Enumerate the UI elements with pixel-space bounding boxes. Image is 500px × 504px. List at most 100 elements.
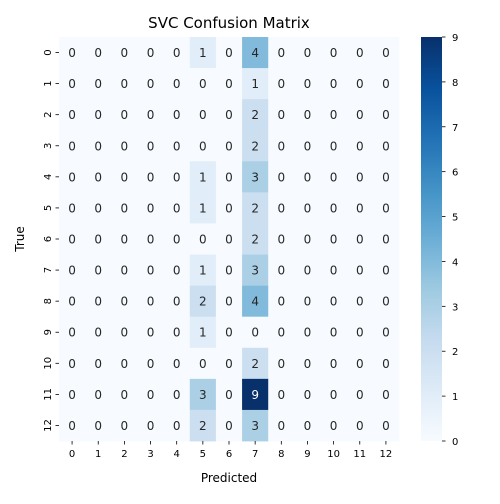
cell-value-label: 0 bbox=[173, 46, 181, 60]
y-tick-label: 2 bbox=[43, 112, 54, 118]
cell-value-label: 0 bbox=[304, 170, 312, 184]
heatmap-cell bbox=[268, 223, 295, 255]
heatmap-cell bbox=[85, 409, 112, 442]
cell-value-label: 0 bbox=[277, 233, 285, 247]
heatmap-cell bbox=[294, 37, 321, 69]
chart-title: SVC Confusion Matrix bbox=[148, 14, 310, 32]
heatmap-cell bbox=[320, 347, 348, 380]
heatmap-cell bbox=[137, 223, 165, 255]
cell-value-label: 0 bbox=[304, 201, 312, 215]
heatmap-cell bbox=[215, 68, 243, 100]
heatmap-cell bbox=[372, 68, 400, 100]
cell-value-label: 1 bbox=[199, 264, 207, 278]
heatmap-cell bbox=[59, 254, 86, 287]
heatmap-cell bbox=[294, 316, 321, 349]
cell-value-label: 0 bbox=[173, 77, 181, 91]
cell-value-label: 0 bbox=[147, 388, 155, 402]
cell-value-label: 0 bbox=[225, 264, 233, 278]
heatmap-cell bbox=[268, 285, 295, 318]
cell-value-label: 0 bbox=[356, 139, 364, 153]
cell-value-label: 0 bbox=[68, 233, 76, 247]
cell-value-label: 0 bbox=[121, 139, 129, 153]
heatmap-cell bbox=[85, 68, 112, 100]
cell-value-label: 0 bbox=[94, 388, 102, 402]
heatmap-cell bbox=[189, 37, 217, 69]
heatmap-cell bbox=[268, 347, 295, 380]
cell-value-label: 9 bbox=[251, 388, 259, 402]
heatmap-cell bbox=[189, 130, 217, 162]
heatmap-cell bbox=[242, 409, 269, 442]
cell-value-label: 2 bbox=[199, 419, 207, 433]
heatmap-cell bbox=[242, 192, 269, 224]
heatmap-cell bbox=[85, 285, 112, 318]
cell-value-label: 0 bbox=[94, 201, 102, 215]
y-tick-label: 12 bbox=[43, 419, 54, 432]
heatmap-cell bbox=[346, 192, 374, 224]
heatmap-cell bbox=[294, 68, 321, 100]
heatmap-cell bbox=[189, 68, 217, 100]
heatmap-cell bbox=[346, 347, 374, 380]
cell-value-label: 0 bbox=[121, 419, 129, 433]
cell-value-label: 0 bbox=[173, 233, 181, 247]
colorbar-tick-label: 7 bbox=[452, 123, 458, 134]
cell-value-label: 3 bbox=[251, 419, 259, 433]
heatmap-cell bbox=[59, 68, 86, 100]
heatmap-cell bbox=[242, 378, 269, 411]
cell-value-label: 0 bbox=[382, 139, 390, 153]
cell-value-label: 0 bbox=[94, 77, 102, 91]
y-tick-label: 10 bbox=[43, 357, 54, 370]
cell-value-label: 1 bbox=[199, 326, 207, 340]
cell-value-label: 0 bbox=[94, 295, 102, 309]
cell-value-label: 0 bbox=[94, 233, 102, 247]
cell-value-label: 0 bbox=[356, 388, 364, 402]
cell-value-label: 0 bbox=[277, 264, 285, 278]
cell-value-label: 0 bbox=[68, 77, 76, 91]
y-tick-label: 7 bbox=[43, 267, 54, 273]
y-tick-label: 4 bbox=[43, 174, 54, 180]
heatmap-cell bbox=[346, 99, 374, 131]
heatmap-cell bbox=[346, 161, 374, 193]
heatmap-cell bbox=[320, 316, 348, 349]
x-tick-label: 6 bbox=[226, 449, 232, 460]
cell-value-label: 0 bbox=[147, 170, 155, 184]
heatmap-cell bbox=[268, 130, 295, 162]
cell-value-label: 0 bbox=[94, 419, 102, 433]
heatmap-cell bbox=[242, 223, 269, 255]
x-tick-label: 4 bbox=[174, 449, 180, 460]
cell-value-label: 2 bbox=[251, 139, 259, 153]
heatmap-cell bbox=[59, 378, 86, 411]
cell-value-label: 0 bbox=[68, 46, 76, 60]
cell-value-label: 0 bbox=[147, 233, 155, 247]
heatmap-cell bbox=[85, 223, 112, 255]
x-tick-label: 11 bbox=[353, 449, 366, 460]
cell-value-label: 0 bbox=[330, 170, 338, 184]
cell-value-label: 0 bbox=[173, 264, 181, 278]
cell-value-label: 0 bbox=[382, 419, 390, 433]
heatmap-cell bbox=[242, 285, 269, 318]
heatmap-cell bbox=[294, 99, 321, 131]
heatmap-cell bbox=[111, 161, 138, 193]
cell-value-label: 0 bbox=[330, 46, 338, 60]
heatmap-cell bbox=[85, 347, 112, 380]
cell-value-label: 0 bbox=[277, 295, 285, 309]
heatmap-cell bbox=[268, 378, 295, 411]
cell-value-label: 0 bbox=[225, 170, 233, 184]
heatmap-cell bbox=[268, 316, 295, 349]
heatmap-cell bbox=[372, 316, 400, 349]
x-tick-label: 7 bbox=[252, 449, 258, 460]
cell-value-label: 1 bbox=[199, 201, 207, 215]
cell-value-label: 0 bbox=[277, 170, 285, 184]
cell-value-label: 0 bbox=[330, 326, 338, 340]
heatmap-cell bbox=[215, 316, 243, 349]
heatmap-cell bbox=[189, 99, 217, 131]
cell-value-label: 0 bbox=[199, 139, 207, 153]
heatmap-cell bbox=[346, 223, 374, 255]
heatmap-cell bbox=[294, 130, 321, 162]
cell-value-label: 0 bbox=[304, 388, 312, 402]
heatmap-cell bbox=[320, 223, 348, 255]
heatmap-cell bbox=[346, 254, 374, 287]
heatmap-cell bbox=[320, 285, 348, 318]
cell-value-label: 0 bbox=[225, 108, 233, 122]
cell-value-label: 2 bbox=[251, 357, 259, 371]
